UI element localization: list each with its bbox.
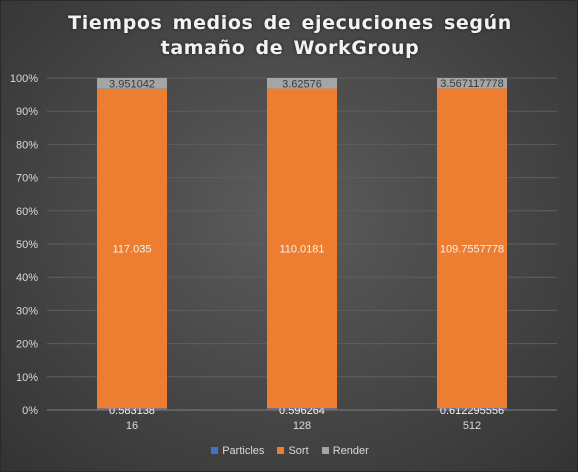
data-label-render-512: 3.567117778 bbox=[440, 78, 503, 90]
legend-swatch-render bbox=[321, 446, 329, 454]
data-label-sort-512: 109.7557778 bbox=[440, 243, 504, 255]
bar-sort-512 bbox=[437, 88, 507, 409]
y-tick-label: 70% bbox=[16, 173, 38, 185]
legend-label-render: Render bbox=[332, 445, 369, 457]
legend-item-particles[interactable]: Particles bbox=[211, 445, 264, 457]
legend-item-sort[interactable]: Sort bbox=[277, 445, 309, 457]
chart-title-line-2: tamaño de WorkGroup bbox=[160, 37, 420, 59]
data-label-sort-16: 117.035 bbox=[113, 244, 152, 256]
bar-particles-128 bbox=[267, 408, 337, 410]
y-tick-label: 40% bbox=[16, 272, 38, 284]
y-tick-label: 100% bbox=[10, 73, 38, 85]
y-tick-label: 60% bbox=[16, 206, 38, 218]
chart-title: Tiempos medios de ejecuciones según tama… bbox=[1, 11, 578, 61]
y-tick-label: 20% bbox=[16, 339, 38, 351]
y-tick-label: 50% bbox=[16, 239, 38, 251]
data-label-sort-128: 110.0181 bbox=[279, 243, 324, 255]
legend-label-particles: Particles bbox=[222, 445, 265, 457]
chart-title-line-1: Tiempos medios de ejecuciones según bbox=[68, 12, 512, 34]
bar-particles-512 bbox=[437, 408, 507, 410]
legend-swatch-sort bbox=[277, 446, 285, 454]
y-tick-label: 0% bbox=[22, 405, 38, 417]
bar-particles-16 bbox=[97, 408, 167, 410]
bar-render-128 bbox=[267, 78, 337, 89]
legend-label-sort: Sort bbox=[288, 445, 309, 457]
bar-render-16 bbox=[97, 78, 167, 89]
bar-sort-16 bbox=[97, 88, 167, 409]
bar-sort-128 bbox=[267, 88, 337, 409]
x-tick-label: 512 bbox=[463, 420, 481, 432]
legend: Particles Sort Render bbox=[1, 445, 578, 457]
x-tick-label: 16 bbox=[126, 420, 138, 432]
legend-item-render[interactable]: Render bbox=[321, 445, 369, 457]
x-tick-label: 128 bbox=[293, 420, 311, 432]
bar-render-512 bbox=[437, 78, 507, 89]
data-label-render-16: 3.951042 bbox=[109, 78, 155, 90]
legend-swatch-particles bbox=[211, 446, 219, 454]
data-label-render-128: 3.62576 bbox=[282, 78, 322, 90]
y-tick-label: 30% bbox=[16, 305, 38, 317]
y-tick-label: 90% bbox=[16, 106, 38, 118]
y-tick-label: 10% bbox=[16, 372, 38, 384]
y-tick-label: 80% bbox=[16, 139, 38, 151]
